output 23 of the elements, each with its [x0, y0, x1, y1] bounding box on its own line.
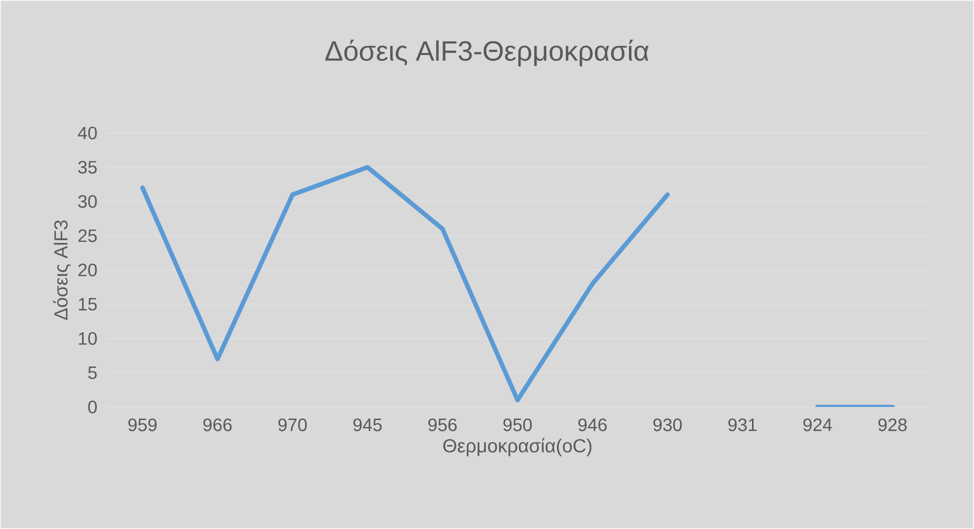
x-tick-label: 924 — [803, 418, 832, 432]
x-tick-label: 966 — [203, 418, 232, 432]
y-axis-title: Δόσεις AlF3 — [53, 220, 71, 320]
x-tick-label: 956 — [428, 418, 457, 432]
x-tick-label: 930 — [653, 418, 682, 432]
y-tick-label: 15 — [78, 298, 97, 310]
y-tick-label: 5 — [88, 366, 97, 379]
y-tick-label: 35 — [78, 160, 97, 174]
y-tick-label: 30 — [78, 195, 97, 208]
x-tick-label: 959 — [128, 418, 157, 432]
x-tick-label: 950 — [503, 418, 532, 432]
x-tick-label: 931 — [728, 418, 757, 432]
y-tick-label: 0 — [88, 400, 97, 414]
x-tick-label: 970 — [278, 418, 307, 432]
x-tick-label: 946 — [578, 418, 607, 432]
x-tick-label: 928 — [878, 418, 907, 432]
y-tick-label: 20 — [78, 264, 97, 276]
y-tick-label: 40 — [78, 126, 97, 140]
x-tick-label: 945 — [353, 418, 382, 432]
x-axis-title: Θερμοκρασία(oC) — [443, 438, 592, 456]
y-tick-label: 25 — [78, 229, 97, 242]
y-tick-label: 10 — [78, 332, 97, 345]
chart-title: Δόσεις AlF3-Θερμοκρασία — [325, 40, 649, 66]
